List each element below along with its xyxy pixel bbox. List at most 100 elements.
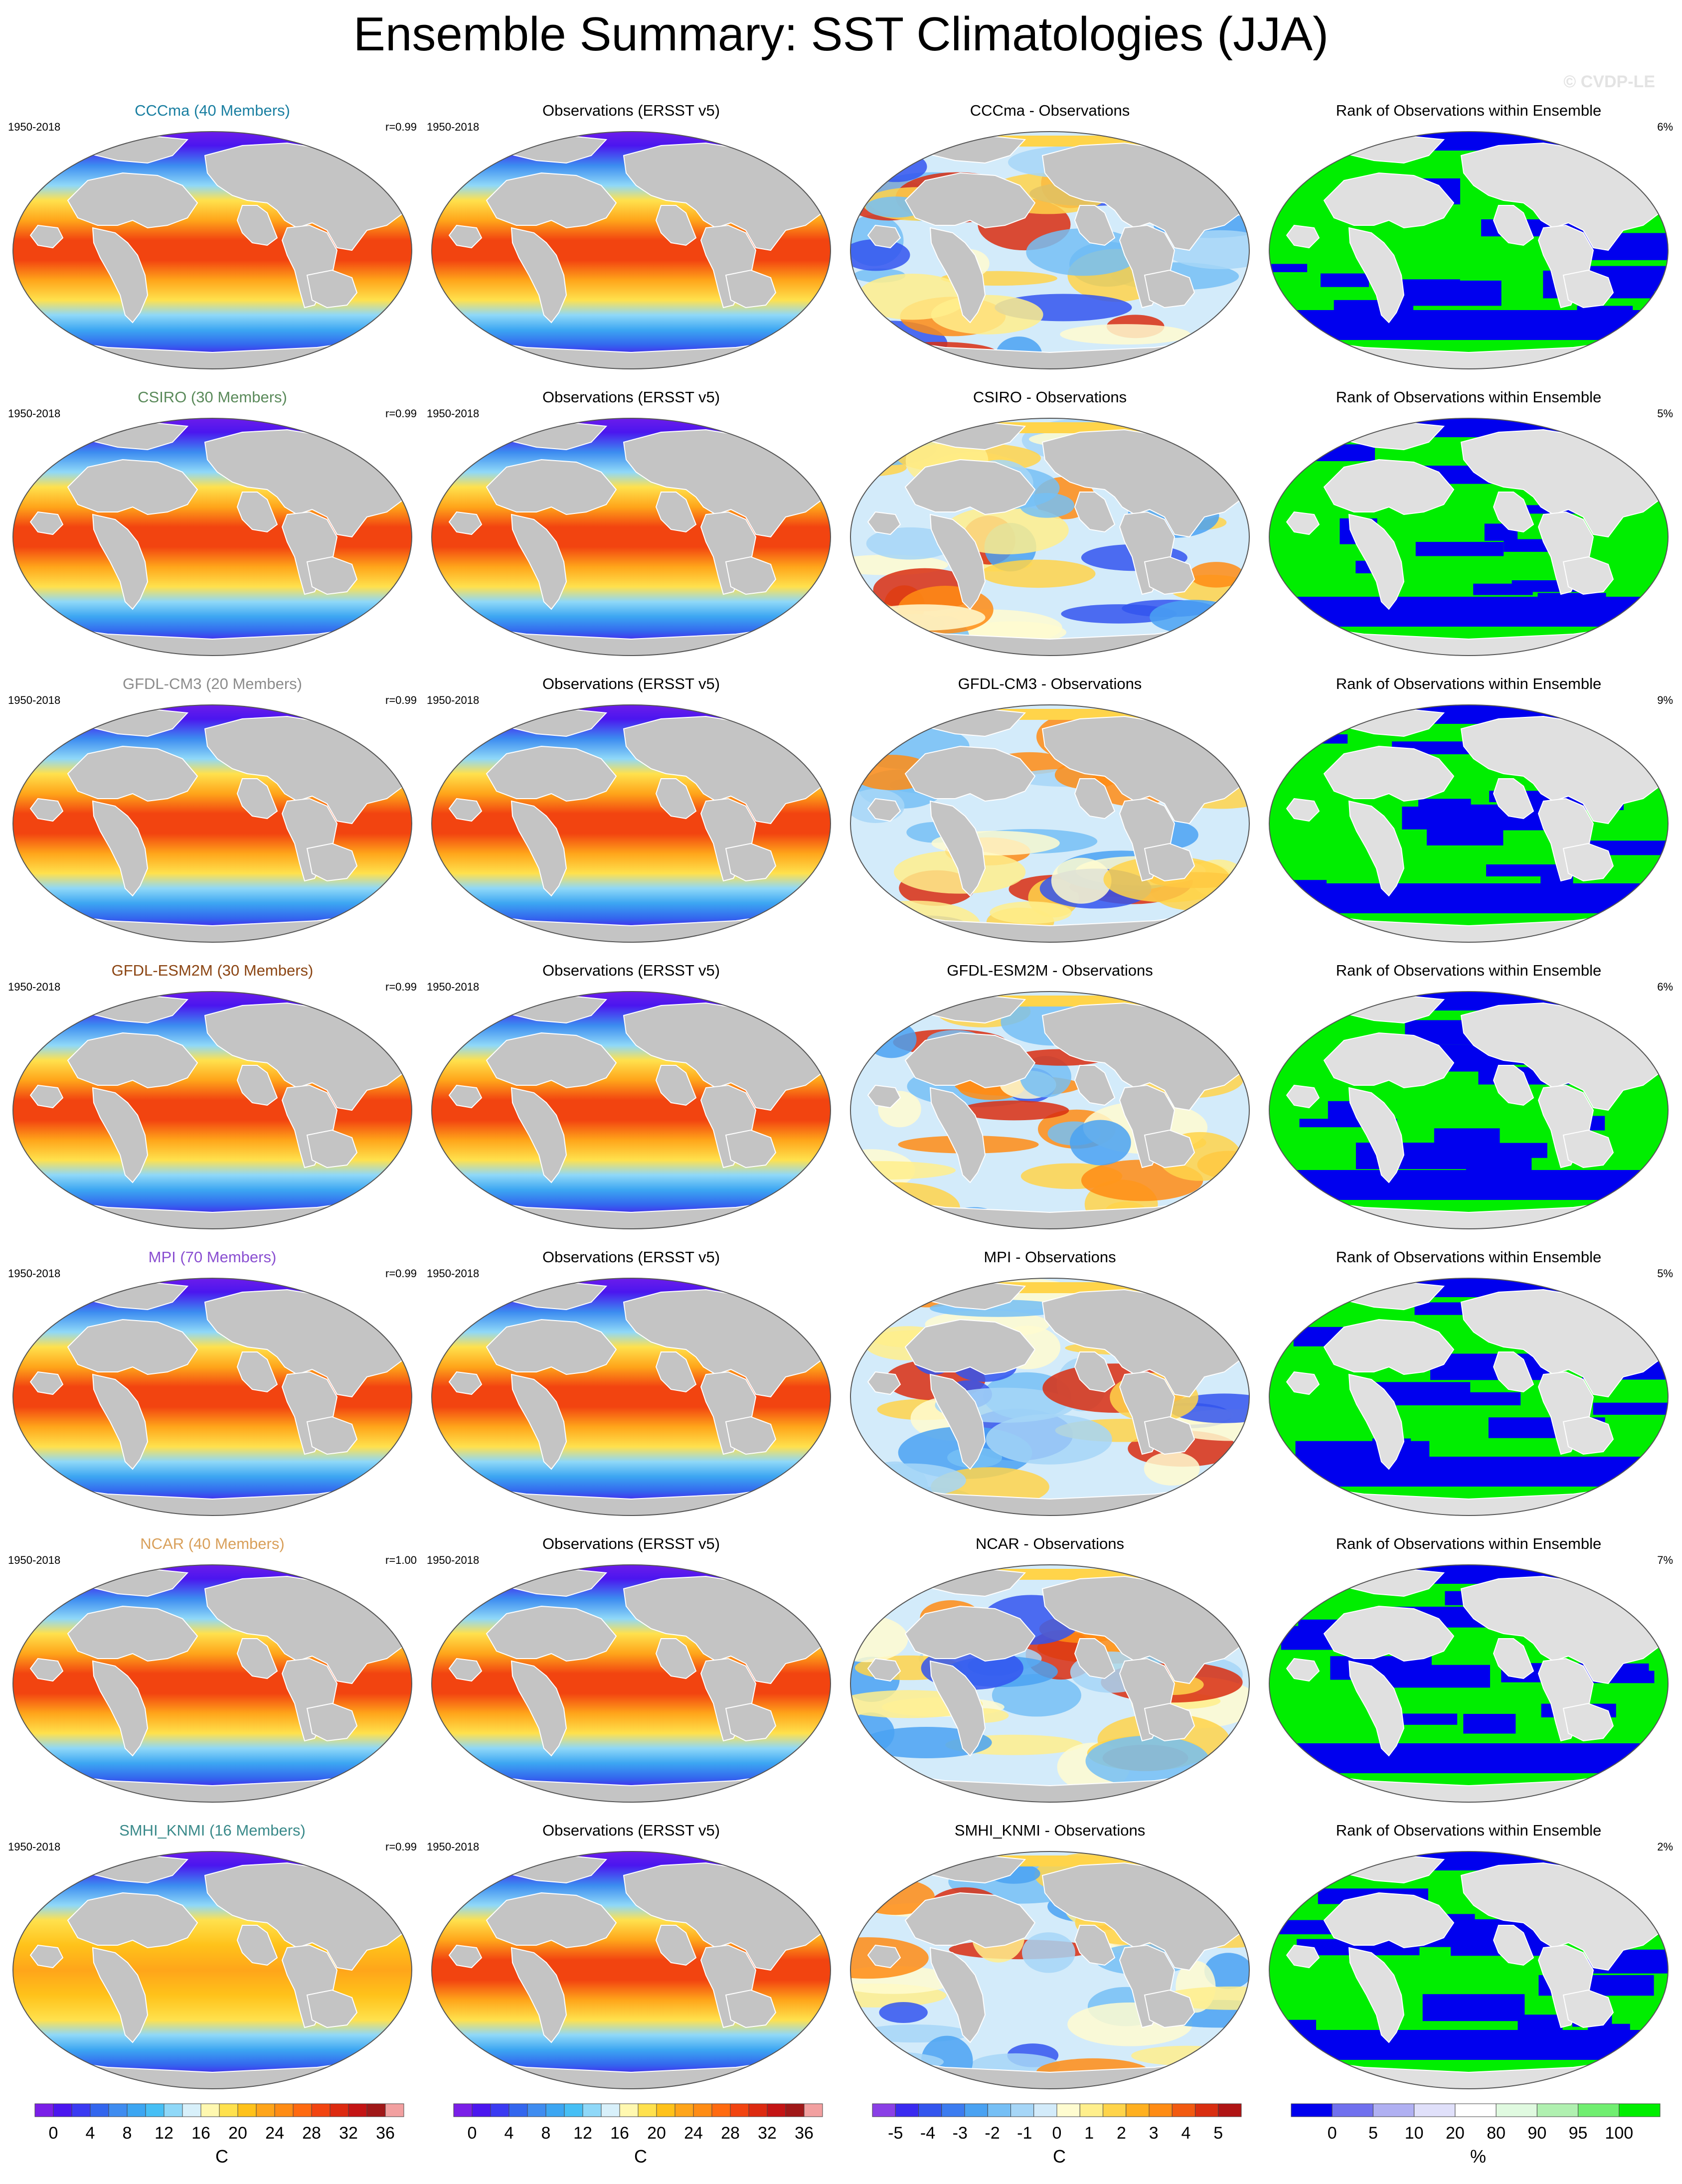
rank-percent-label: 5%: [1657, 407, 1673, 420]
panel-title: Rank of Observations within Ensemble: [1336, 1248, 1602, 1266]
panel-title: CCCma (40 Members): [135, 102, 290, 119]
colorbar-swatch: [348, 2103, 367, 2117]
colorbar-tick-label: 2: [1117, 2124, 1126, 2143]
colorbar-swatch: [311, 2103, 331, 2117]
map: [12, 131, 412, 369]
period-label: 1950-2018: [427, 1267, 480, 1280]
rank-panel: Rank of Observations within Ensemble 6%: [1264, 960, 1673, 1239]
map: [850, 418, 1250, 656]
panel-title: SMHI_KNMI (16 Members): [119, 1822, 306, 1839]
map: [431, 991, 831, 1229]
period-label: 1950-2018: [8, 1554, 61, 1566]
colorbar-tick-label: 24: [684, 2124, 703, 2143]
colorbar-swatch: [330, 2103, 349, 2117]
colorbar-swatch: [472, 2103, 491, 2117]
correlation-label: r=0.99: [385, 1267, 417, 1280]
period-label: 1950-2018: [427, 407, 480, 420]
colorbar-swatch: [127, 2103, 146, 2117]
panel-title: GFDL-CM3 (20 Members): [123, 675, 302, 692]
period-label: 1950-2018: [8, 1841, 61, 1853]
colorbar-swatch: [1619, 2103, 1661, 2117]
panel-title: Rank of Observations within Ensemble: [1336, 1822, 1602, 1839]
colorbar-tick-label: 3: [1149, 2124, 1159, 2143]
panel-title: GFDL-CM3 - Observations: [958, 675, 1142, 692]
correlation-label: r=0.99: [385, 1841, 417, 1853]
colorbar-tick-label: -4: [920, 2124, 935, 2143]
map: [850, 1278, 1250, 1516]
model-climatology-panel: GFDL-ESM2M (30 Members) 1950-2018 r=0.99: [8, 960, 417, 1239]
observations-panel: Observations (ERSST v5) 1950-2018: [427, 673, 836, 952]
model-climatology-panel: NCAR (40 Members) 1950-2018 r=1.00: [8, 1533, 417, 1812]
colorbar-swatch: [872, 2103, 896, 2117]
colorbar-tick-label: 12: [573, 2124, 592, 2143]
difference-panel: CCCma - Observations: [845, 100, 1254, 379]
colorbar-tick-label: 1: [1084, 2124, 1094, 2143]
colorbar-swatch: [237, 2103, 257, 2117]
colorbar-swatch: [656, 2103, 675, 2117]
colorbar-swatch: [71, 2103, 91, 2117]
period-label: 1950-2018: [8, 981, 61, 993]
colorbar-tick-label: -3: [953, 2124, 968, 2143]
rank-panel: Rank of Observations within Ensemble 5%: [1264, 386, 1673, 666]
colorbar-swatch: [1291, 2103, 1333, 2117]
map: [850, 991, 1250, 1229]
map: [431, 704, 831, 943]
panel-title: CCCma - Observations: [970, 102, 1130, 119]
colorbar-swatch: [1332, 2103, 1373, 2117]
colorbar-tick-label: 0: [1328, 2124, 1337, 2143]
map: [12, 1851, 412, 2089]
colorbar-swatch: [508, 2103, 528, 2117]
map: [1269, 131, 1669, 369]
panel-title: Rank of Observations within Ensemble: [1336, 1535, 1602, 1552]
colorbar-swatch: [693, 2103, 712, 2117]
panel-title: NCAR (40 Members): [140, 1535, 285, 1552]
model-climatology-panel: CCCma (40 Members) 1950-2018 r=0.99: [8, 100, 417, 379]
colorbar-swatch: [619, 2103, 639, 2117]
map: [431, 131, 831, 369]
map: [850, 131, 1250, 369]
colorbar-swatch: [545, 2103, 565, 2117]
colorbar-tick-label: -5: [888, 2124, 903, 2143]
panel-title: CSIRO - Observations: [973, 388, 1127, 406]
panel-title: GFDL-ESM2M (30 Members): [111, 962, 314, 979]
colorbar-swatch: [274, 2103, 294, 2117]
colorbar-tick-label: 4: [1181, 2124, 1191, 2143]
colorbar-swatch: [1455, 2103, 1497, 2117]
difference-panel: GFDL-CM3 - Observations: [845, 673, 1254, 952]
colorbar-swatch: [964, 2103, 988, 2117]
colorbar-tick-label: 32: [758, 2124, 777, 2143]
period-label: 1950-2018: [427, 1554, 480, 1566]
colorbar-swatch: [941, 2103, 965, 2117]
map: [1269, 704, 1669, 943]
rank-panel: Rank of Observations within Ensemble 7%: [1264, 1533, 1673, 1812]
map: [1269, 1851, 1669, 2089]
observations-panel: Observations (ERSST v5) 1950-2018: [427, 386, 836, 666]
model-climatology-panel: CSIRO (30 Members) 1950-2018 r=0.99: [8, 386, 417, 666]
colorbar-tick-label: 90: [1527, 2124, 1546, 2143]
colorbar-swatch: [453, 2103, 473, 2117]
map: [1269, 1278, 1669, 1516]
map: [12, 704, 412, 943]
period-label: 1950-2018: [427, 694, 480, 706]
page-title: Ensemble Summary: SST Climatologies (JJA…: [353, 7, 1329, 61]
rank-panel: Rank of Observations within Ensemble 5%: [1264, 1246, 1673, 1525]
difference-panel: SMHI_KNMI - Observations: [845, 1820, 1254, 2099]
colorbar: 0 4 8 12 16 20 24 28 32 36 C: [444, 2099, 838, 2174]
period-label: 1950-2018: [8, 694, 61, 706]
colorbar-swatch: [1172, 2103, 1195, 2117]
colorbar-tick-label: 16: [610, 2124, 629, 2143]
rank-percent-label: 6%: [1657, 981, 1673, 993]
colorbar-swatch: [385, 2103, 404, 2117]
observations-panel: Observations (ERSST v5) 1950-2018: [427, 1820, 836, 2099]
colorbar-tick-label: 28: [721, 2124, 740, 2143]
panel-title: SMHI_KNMI - Observations: [954, 1822, 1146, 1839]
colorbar-tick-label: 0: [1052, 2124, 1062, 2143]
colorbar-swatch: [638, 2103, 657, 2117]
colorbar-swatch: [527, 2103, 546, 2117]
map: [12, 991, 412, 1229]
map: [850, 1564, 1250, 1803]
colorbar-swatch: [490, 2103, 509, 2117]
colorbar-tick-label: 20: [647, 2124, 666, 2143]
map: [850, 1851, 1250, 2089]
colorbar-tick-label: 16: [191, 2124, 210, 2143]
